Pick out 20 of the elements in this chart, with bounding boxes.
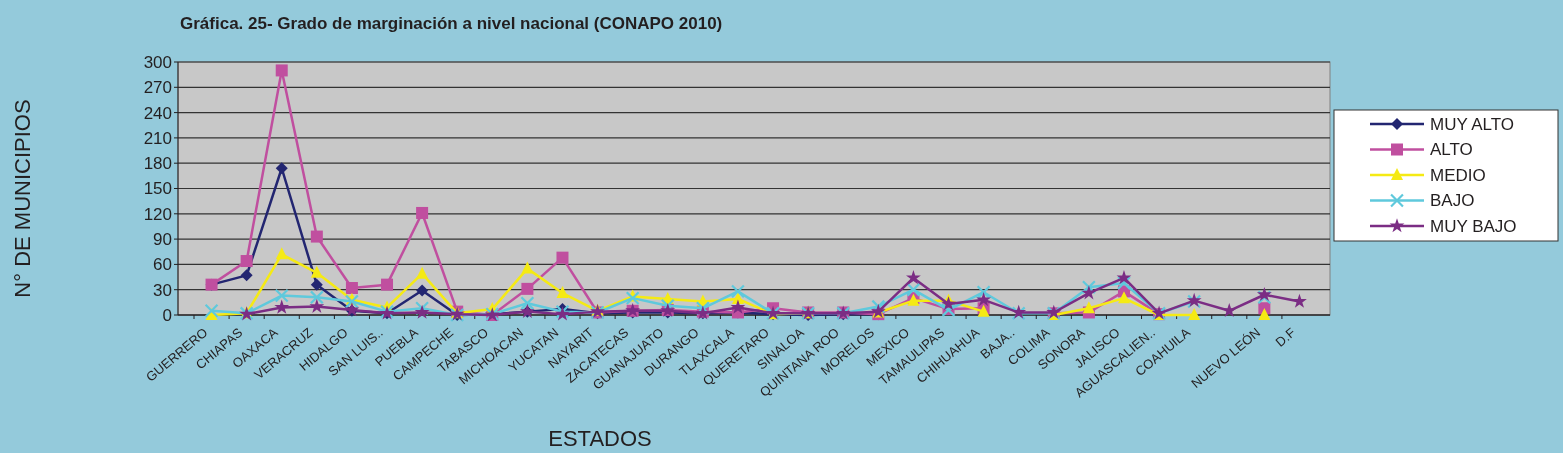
chart-title: Gráfica. 25- Grado de marginación a nivel nacional (CONAPO 2010) (180, 14, 723, 33)
legend-label: MUY ALTO (1430, 114, 1515, 134)
legend-label: MEDIO (1430, 165, 1486, 185)
y-tick-label: 300 (143, 52, 172, 72)
y-tick-label: 30 (153, 280, 172, 300)
y-tick-label: 150 (143, 179, 172, 199)
y-axis-title: N° DE MUNICIPIOS (10, 99, 35, 298)
y-tick-label: 60 (153, 255, 172, 275)
legend-label: BAJO (1430, 191, 1475, 211)
legend-label: MUY BAJO (1430, 216, 1517, 236)
y-tick-label: 90 (153, 230, 172, 250)
y-tick-label: 270 (143, 78, 172, 98)
y-tick-label: 210 (143, 128, 172, 148)
legend-label: ALTO (1430, 140, 1473, 160)
y-tick-label: 180 (143, 154, 172, 174)
y-tick-label: 120 (143, 204, 172, 224)
y-tick-label: 0 (162, 305, 172, 325)
x-tick-label: D.F (1272, 324, 1299, 350)
x-axis-title: ESTADOS (548, 426, 652, 451)
y-tick-label: 240 (143, 103, 172, 123)
